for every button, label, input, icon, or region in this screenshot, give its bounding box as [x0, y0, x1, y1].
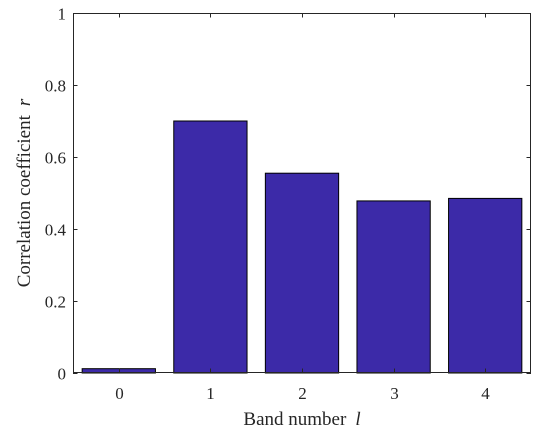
y-tick-label: 0.2	[45, 293, 66, 312]
axes-group	[73, 13, 531, 374]
y-tick-label: 1	[58, 5, 67, 24]
bar-1	[173, 120, 248, 374]
bar-2	[264, 172, 340, 374]
bars-group	[81, 120, 523, 374]
x-tick-label: 1	[206, 384, 215, 403]
x-tick-label: 2	[298, 384, 307, 403]
y-tick-label: 0.8	[45, 77, 66, 96]
y-axis-label-text: Correlation coefficient	[14, 114, 35, 287]
y-tick-labels: 0 0.2 0.4 0.6 0.8 1	[45, 5, 67, 384]
x-axis-label: Band number l	[243, 409, 360, 430]
bar-4	[448, 197, 523, 374]
bar-3	[356, 200, 431, 374]
y-axis-label-variable: r	[14, 98, 35, 106]
y-tick-label: 0.4	[45, 221, 67, 240]
y-tick-label: 0.6	[45, 149, 66, 168]
x-tick-label: 4	[481, 384, 490, 403]
x-axis-label-text: Band number	[243, 409, 347, 430]
y-axis-label: Correlation coefficient r	[14, 98, 35, 287]
x-axis-label-variable: l	[355, 409, 360, 430]
y-tick-label: 0	[58, 365, 67, 384]
x-tick-labels: 0 1 2 3 4	[115, 384, 490, 403]
x-tick-label: 0	[115, 384, 124, 403]
x-tick-label: 3	[390, 384, 399, 403]
